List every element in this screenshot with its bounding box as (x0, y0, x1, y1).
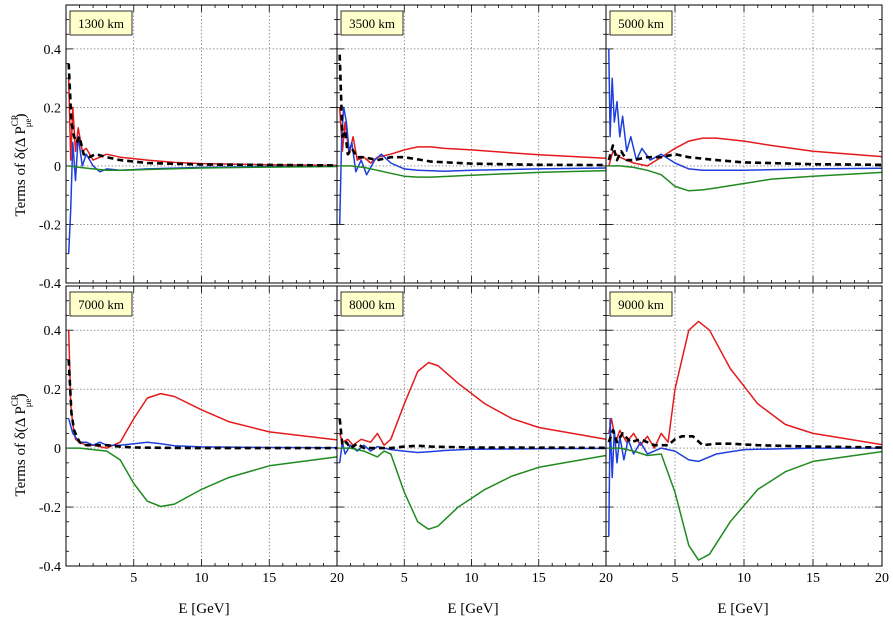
panel-label-box (340, 10, 404, 36)
series-line-1 (608, 137, 882, 167)
panel-5: 5 10 15 20 8000 km (336, 285, 613, 586)
panel-3: 5000 km (605, 4, 883, 284)
y-tick-label: 0.4 (44, 324, 62, 339)
series-line-2 (608, 417, 882, 537)
x-tick-label: 5 (672, 571, 679, 586)
panel-label-box (69, 291, 133, 317)
x-tick-label: 20 (875, 571, 889, 586)
series-line-3 (68, 165, 337, 172)
y-tick-label: 0.4 (44, 43, 62, 58)
panel-label: 7000 km (78, 297, 124, 312)
panel-4: -0.4 -0.2 0 0.2 0.4 5 10 15 20 7000 km (39, 285, 344, 586)
series-line-2 (608, 48, 882, 172)
y-tick-label: -0.2 (39, 501, 61, 516)
series-line-4 (67, 359, 337, 450)
panels-layer: -0.4 -0.2 0 0.2 0.4 1300 km 3500 km 5000 km -0.4… (39, 4, 889, 586)
series-line-4 (338, 54, 606, 167)
panel-frame (65, 4, 338, 284)
y-tick-label: -0.4 (39, 277, 61, 292)
series-line-2 (338, 441, 606, 463)
x-tick-label: 10 (737, 571, 751, 586)
series-line-4 (338, 418, 606, 450)
y-tick-label: -0.4 (39, 560, 61, 575)
y-axis-label-bottom: Terms of δ(Δ PCP μe) (10, 393, 33, 496)
panel-label-box (609, 291, 673, 317)
panel-label-box (340, 291, 404, 317)
x-axis-label-col3: E [GeV] (717, 601, 768, 617)
panel-label-box (69, 10, 133, 36)
series-line-2 (338, 106, 606, 225)
series-line-1 (338, 361, 606, 446)
x-tick-label: 20 (599, 571, 613, 586)
series-line-1 (608, 320, 882, 449)
x-tick-label: 15 (262, 571, 276, 586)
series-line-3 (339, 165, 606, 178)
x-tick-label: 20 (330, 571, 344, 586)
panel-label: 3500 km (349, 16, 395, 31)
panel-frame (605, 285, 883, 567)
series-line-3 (68, 447, 337, 508)
panel-label: 1300 km (78, 16, 124, 31)
series-line-3 (339, 447, 606, 530)
panel-frame (605, 4, 883, 284)
y-tick-label: 0 (54, 442, 61, 457)
y-tick-label: -0.2 (39, 218, 61, 233)
series-line-2 (67, 418, 337, 449)
x-axis-label-col2: E [GeV] (447, 601, 498, 617)
y-tick-label: 0.2 (44, 101, 62, 116)
x-tick-label: 5 (401, 571, 408, 586)
panel-label: 8000 km (349, 297, 395, 312)
x-tick-label: 10 (465, 571, 479, 586)
series-line-3 (608, 165, 882, 192)
series-line-4 (607, 144, 882, 167)
series-line-1 (67, 78, 337, 167)
x-tick-label: 10 (195, 571, 209, 586)
y-tick-label: 0 (54, 160, 61, 175)
x-axis-label-col1: E [GeV] (178, 601, 229, 617)
y-axis-label-top: Terms of δ(Δ PCP μe) (10, 113, 33, 216)
series-line-3 (608, 447, 882, 561)
panel-2: 3500 km (336, 4, 607, 284)
series-line-4 (607, 429, 882, 449)
panel-6: 5 10 15 20 9000 km (605, 285, 889, 586)
series-line-4 (67, 63, 337, 167)
panel-label: 9000 km (618, 297, 664, 312)
panel-label: 5000 km (618, 16, 664, 31)
x-tick-label: 5 (130, 571, 137, 586)
panel-1: -0.4 -0.2 0 0.2 0.4 1300 km (39, 4, 338, 292)
panel-label-box (609, 10, 673, 36)
panel-frame (336, 4, 607, 284)
series-line-1 (338, 107, 606, 164)
y-tick-label: 0.2 (44, 383, 62, 398)
x-tick-label: 15 (806, 571, 820, 586)
x-tick-label: 15 (532, 571, 546, 586)
